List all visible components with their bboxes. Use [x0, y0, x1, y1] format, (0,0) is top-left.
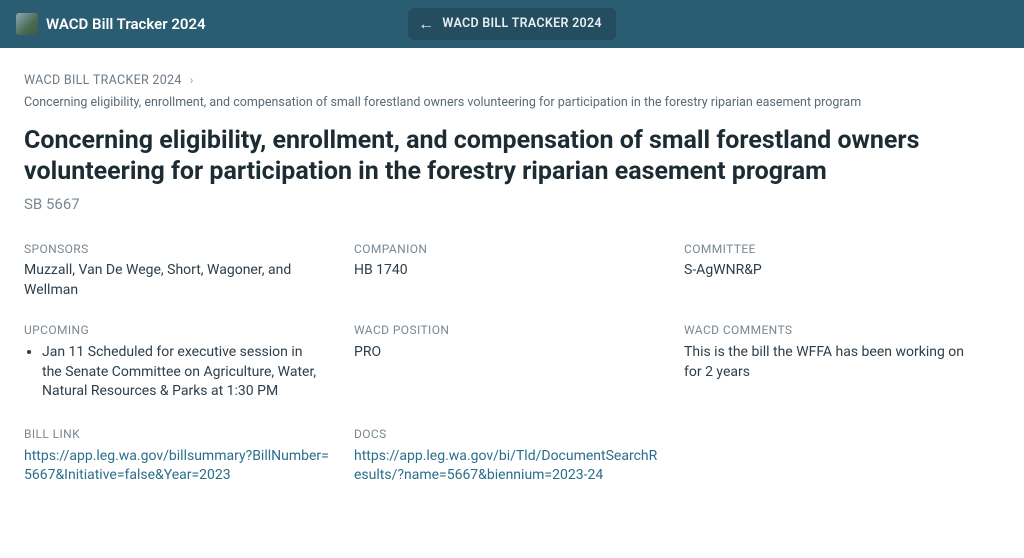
label-bill-link: BILL LINK	[24, 426, 354, 443]
brand[interactable]: WACD Bill Tracker 2024	[16, 13, 206, 35]
value-sponsors: Muzzall, Van De Wege, Short, Wagoner, an…	[24, 261, 324, 300]
value-wacd-comments: This is the bill the WFFA has been worki…	[684, 343, 984, 382]
breadcrumb-root[interactable]: WACD BILL TRACKER 2024	[24, 72, 182, 90]
page-title: Concerning eligibility, enrollment, and …	[24, 125, 1000, 188]
brand-title: WACD Bill Tracker 2024	[46, 14, 206, 35]
breadcrumb-pill[interactable]: ← WACD BILL TRACKER 2024	[408, 8, 616, 40]
field-committee: COMMITTEE S-AgWNR&P	[684, 241, 1004, 301]
value-wacd-position: PRO	[354, 343, 684, 363]
label-sponsors: SPONSORS	[24, 241, 354, 258]
breadcrumb: WACD BILL TRACKER 2024 ›	[24, 72, 1000, 90]
chevron-right-icon: ›	[190, 72, 194, 89]
bill-id: SB 5667	[24, 194, 1000, 215]
field-upcoming: UPCOMING Jan 11 Scheduled for executive …	[24, 322, 354, 404]
field-bill-link: BILL LINK https://app.leg.wa.gov/billsum…	[24, 426, 354, 486]
label-upcoming: UPCOMING	[24, 322, 354, 339]
value-companion: HB 1740	[354, 261, 684, 281]
upcoming-list: Jan 11 Scheduled for executive session i…	[24, 343, 324, 402]
topbar: WACD Bill Tracker 2024 ← WACD BILL TRACK…	[0, 0, 1024, 48]
field-empty	[684, 426, 1004, 486]
breadcrumb-leaf: Concerning eligibility, enrollment, and …	[24, 94, 1000, 112]
content: WACD BILL TRACKER 2024 › Concerning elig…	[0, 48, 1024, 526]
bill-link[interactable]: https://app.leg.wa.gov/billsummary?BillN…	[24, 447, 334, 486]
field-sponsors: SPONSORS Muzzall, Van De Wege, Short, Wa…	[24, 241, 354, 301]
label-wacd-comments: WACD COMMENTS	[684, 322, 1004, 339]
field-wacd-comments: WACD COMMENTS This is the bill the WFFA …	[684, 322, 1004, 404]
field-docs: DOCS https://app.leg.wa.gov/bi/Tld/Docum…	[354, 426, 684, 486]
upcoming-item: Jan 11 Scheduled for executive session i…	[42, 343, 324, 402]
label-companion: COMPANION	[354, 241, 684, 258]
brand-logo-icon	[16, 13, 38, 35]
field-wacd-position: WACD POSITION PRO	[354, 322, 684, 404]
label-wacd-position: WACD POSITION	[354, 322, 684, 339]
back-arrow-icon: ←	[418, 16, 434, 32]
label-committee: COMMITTEE	[684, 241, 1004, 258]
value-committee: S-AgWNR&P	[684, 261, 1004, 281]
details-grid: SPONSORS Muzzall, Van De Wege, Short, Wa…	[24, 241, 1000, 487]
pill-label: WACD BILL TRACKER 2024	[442, 15, 601, 33]
field-companion: COMPANION HB 1740	[354, 241, 684, 301]
docs-link[interactable]: https://app.leg.wa.gov/bi/Tld/DocumentSe…	[354, 447, 664, 486]
label-docs: DOCS	[354, 426, 684, 443]
